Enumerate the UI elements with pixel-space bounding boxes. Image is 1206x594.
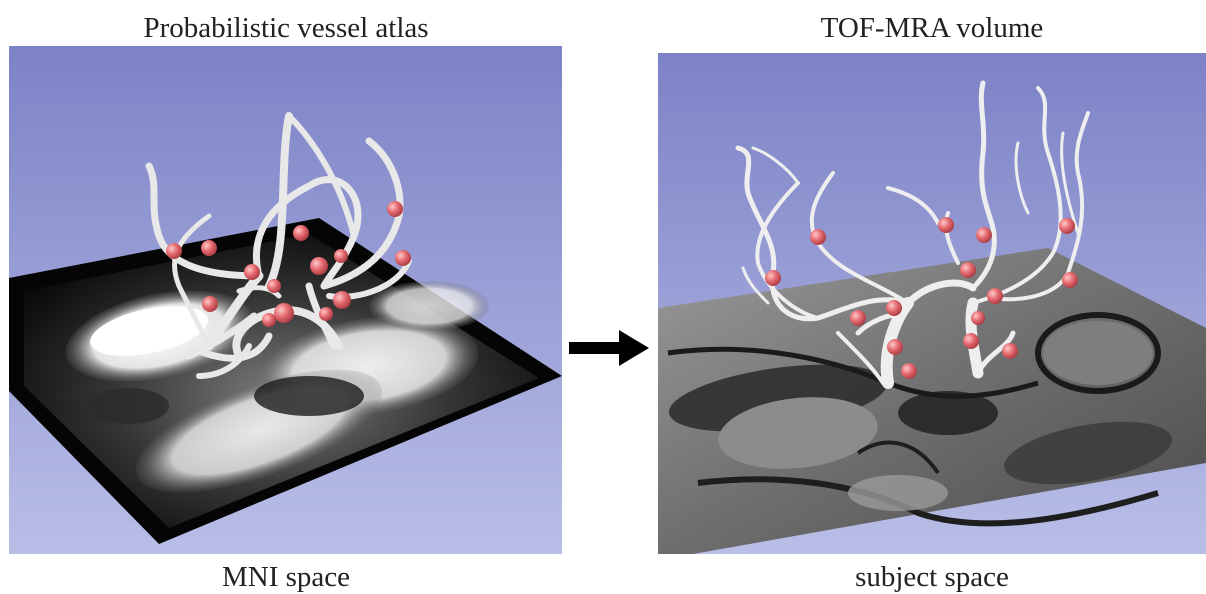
subject-3d-scene (658, 53, 1206, 554)
left-space-label: MNI space (221, 561, 351, 593)
right-panel-title: TOF-MRA volume (820, 12, 1044, 44)
subject-render-view (658, 53, 1206, 554)
right-space-label: subject space (855, 561, 1009, 593)
left-panel-title: Probabilistic vessel atlas (143, 12, 429, 44)
landmark-spheres (765, 217, 1078, 379)
atlas-render-view (9, 46, 562, 554)
atlas-3d-scene (9, 46, 562, 554)
landmark-spheres (166, 201, 411, 327)
right-arrow-icon (569, 330, 649, 371)
